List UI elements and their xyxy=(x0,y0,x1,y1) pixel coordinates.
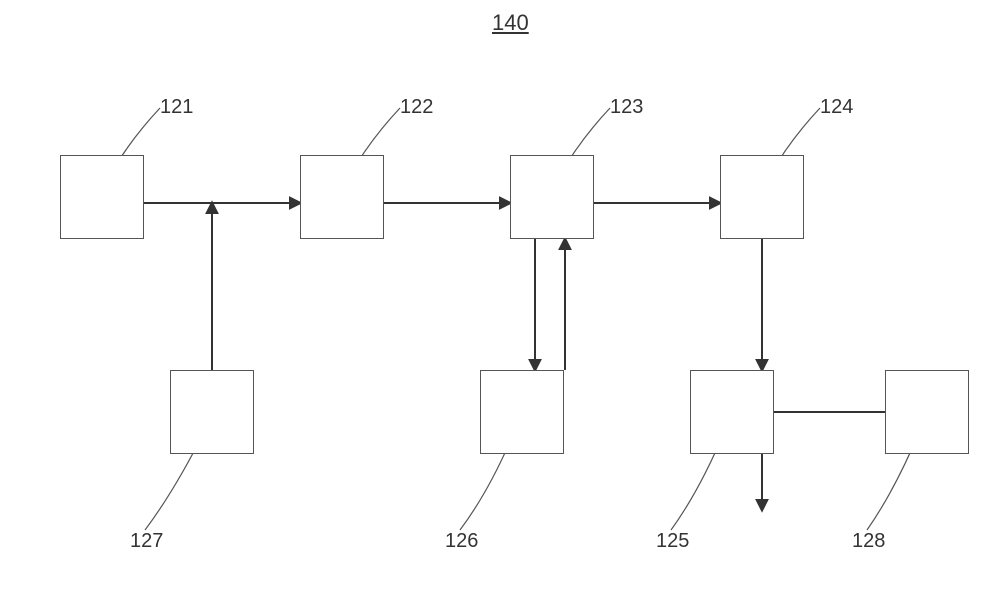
label-n128: 128 xyxy=(852,530,885,553)
label-n123: 123 xyxy=(610,96,643,119)
figure-title: 140 xyxy=(492,10,529,36)
label-n121: 121 xyxy=(160,96,193,119)
label-n126: 126 xyxy=(445,530,478,553)
edges-layer xyxy=(0,0,1000,611)
node-n123 xyxy=(510,155,594,239)
node-n125 xyxy=(690,370,774,454)
node-n128 xyxy=(885,370,969,454)
node-n127 xyxy=(170,370,254,454)
label-n127: 127 xyxy=(130,530,163,553)
label-n122: 122 xyxy=(400,96,433,119)
label-n125: 125 xyxy=(656,530,689,553)
diagram-canvas: 140 121 122 123 124 127 126 125 128 xyxy=(0,0,1000,611)
node-n122 xyxy=(300,155,384,239)
node-n126 xyxy=(480,370,564,454)
node-n124 xyxy=(720,155,804,239)
node-n121 xyxy=(60,155,144,239)
label-n124: 124 xyxy=(820,96,853,119)
